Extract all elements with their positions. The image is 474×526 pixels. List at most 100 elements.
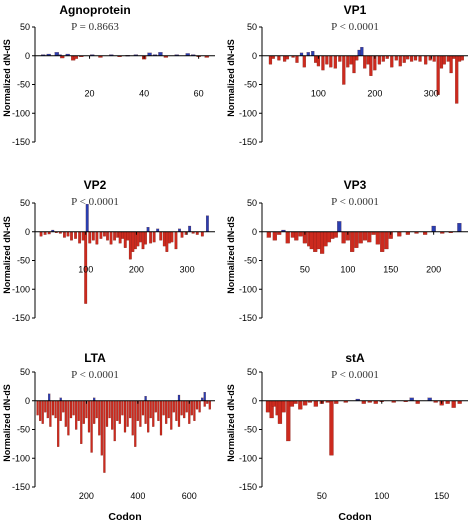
- y-tick-label: -150: [12, 482, 30, 492]
- data-bar: [128, 231, 132, 260]
- data-bar: [152, 400, 155, 427]
- data-bar: [321, 55, 325, 71]
- data-bar: [190, 400, 193, 416]
- data-bar: [141, 231, 145, 250]
- data-bar: [369, 55, 373, 76]
- p-value-label: P < 0.0001: [331, 369, 379, 381]
- data-bar: [432, 55, 436, 62]
- y-tick-label: 0: [25, 51, 30, 61]
- data-bar: [54, 400, 57, 419]
- data-bar: [208, 400, 211, 410]
- data-bar: [337, 221, 342, 232]
- data-bar: [146, 227, 150, 232]
- data-bar: [311, 51, 315, 56]
- data-bar: [147, 400, 150, 433]
- y-tick-label: -50: [17, 425, 30, 435]
- data-bar: [195, 400, 199, 410]
- chart-title: LTA: [84, 351, 106, 365]
- data-bar: [390, 55, 394, 68]
- data-bar: [108, 400, 111, 419]
- data-bar: [363, 55, 367, 69]
- x-tick-label: 300: [424, 89, 439, 99]
- data-bar: [306, 52, 310, 56]
- y-tick-label: -100: [12, 284, 30, 294]
- data-bar: [272, 231, 277, 241]
- data-bar: [95, 231, 99, 245]
- data-bar: [265, 400, 271, 413]
- data-bar: [338, 55, 342, 62]
- x-axis-title: Codon: [338, 511, 371, 523]
- data-bar: [51, 400, 55, 416]
- chart-panel-6: stA P < 0.0001 50 0 -50 -100 -150 Normalized dN…: [226, 351, 468, 523]
- data-bar: [98, 400, 101, 436]
- y-tick-label: -150: [12, 313, 30, 323]
- data-bar: [99, 231, 103, 239]
- y-tick-label: -150: [239, 313, 257, 323]
- x-tick-label: 200: [426, 265, 441, 275]
- data-bar: [358, 231, 363, 244]
- x-tick-label: 50: [300, 265, 310, 275]
- data-bar: [193, 400, 196, 421]
- data-bar: [74, 231, 77, 239]
- data-bar: [144, 396, 147, 401]
- chart-panel-5: LTA P < 0.0001 50 0 -50 -100 -150 Normalized dN…: [2, 351, 215, 523]
- data-bar: [72, 400, 75, 416]
- data-bar: [439, 55, 444, 69]
- y-tick-label: 50: [247, 198, 257, 208]
- data-bar: [298, 231, 303, 237]
- data-bar: [131, 400, 134, 436]
- data-bar: [85, 204, 89, 232]
- chart-panel-3: VP2 P < 0.0001 50 0 -50 -100 -150 Normalized dN…: [2, 178, 215, 323]
- data-bar: [346, 55, 350, 68]
- data-bar: [121, 231, 125, 239]
- data-bar: [203, 400, 206, 407]
- p-value-label: P < 0.0001: [331, 196, 379, 208]
- data-bar: [64, 400, 67, 427]
- data-bar: [333, 231, 338, 238]
- data-bar: [333, 55, 337, 69]
- y-tick-label: 50: [20, 367, 30, 377]
- data-bar: [136, 400, 139, 421]
- data-bar: [41, 400, 44, 424]
- data-bar: [88, 231, 92, 244]
- data-bar: [183, 400, 186, 419]
- data-bar: [165, 231, 169, 252]
- data-bar: [268, 55, 273, 65]
- y-tick-label: -100: [239, 284, 257, 294]
- data-bar: [63, 231, 66, 238]
- x-tick-label: 100: [311, 89, 326, 99]
- data-bar: [172, 400, 175, 413]
- chart-panel-2: VP1 P < 0.0001 50 0 -50 -100 -150 Normalized dN…: [226, 3, 468, 147]
- data-bar: [266, 231, 271, 238]
- data-bar: [442, 55, 446, 65]
- data-bar: [162, 231, 166, 247]
- data-bar: [109, 231, 113, 245]
- data-bar: [352, 55, 356, 74]
- data-bar: [118, 231, 122, 244]
- data-bar: [360, 47, 364, 56]
- y-tick-label: 0: [25, 227, 30, 237]
- data-bar: [111, 400, 114, 430]
- data-bar: [123, 400, 127, 433]
- data-bar: [81, 231, 85, 241]
- data-bar: [367, 231, 372, 243]
- data-bar: [188, 225, 192, 232]
- data-bar: [100, 400, 103, 456]
- y-tick-label: -100: [239, 108, 257, 118]
- chart-panel-4: VP3 P < 0.0001 50 0 -50 -100 -150 Normalized dN…: [226, 178, 468, 323]
- chart-title: Agnoprotein: [59, 3, 130, 17]
- x-tick-label: 100: [340, 265, 355, 275]
- data-bar: [139, 400, 142, 427]
- data-bar: [131, 231, 135, 252]
- data-bar: [136, 231, 140, 247]
- y-axis-title: Normalized dN-dS: [2, 384, 12, 462]
- data-bar: [139, 231, 142, 243]
- data-bar: [205, 215, 209, 232]
- data-bar: [87, 400, 91, 433]
- data-bar: [123, 231, 127, 248]
- data-bar: [303, 400, 308, 406]
- data-bar: [91, 231, 95, 241]
- y-tick-label: -50: [17, 256, 30, 266]
- data-bar: [141, 400, 145, 416]
- x-tick-label: 200: [129, 265, 144, 275]
